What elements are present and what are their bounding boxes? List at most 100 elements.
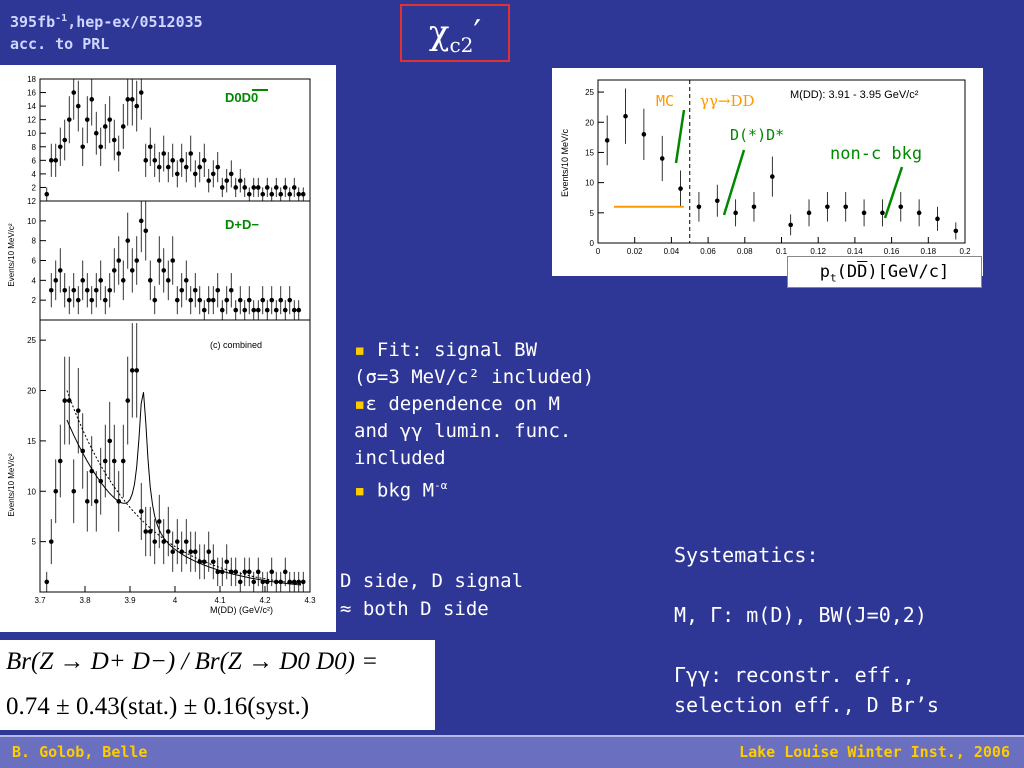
- data-point: [93, 130, 99, 136]
- combined-label: (c) combined: [210, 340, 262, 350]
- data-point: [147, 144, 153, 150]
- y-axis-label: Events/10 MeV/c²: [7, 453, 16, 516]
- data-point: [156, 164, 162, 170]
- data-point: [98, 278, 104, 283]
- data-point: [165, 529, 171, 534]
- data-point: [192, 171, 198, 177]
- data-point: [125, 97, 131, 102]
- data-point: [788, 222, 793, 228]
- data-point: [134, 103, 140, 109]
- data-point: [233, 307, 239, 313]
- data-point: [80, 144, 86, 150]
- data-point: [255, 569, 261, 575]
- data-point: [296, 191, 302, 197]
- data-point: [300, 191, 306, 197]
- data-point: [156, 519, 162, 524]
- data-point: [75, 297, 81, 303]
- data-point: [48, 539, 54, 544]
- data-point: [916, 210, 922, 216]
- data-point: [116, 151, 122, 156]
- data-point: [161, 151, 167, 156]
- data-point: [129, 268, 135, 273]
- x-tick-label: 0.16: [884, 247, 900, 256]
- data-point: [282, 569, 288, 575]
- data-point: [165, 164, 171, 170]
- x-tick-label: 4.1: [214, 596, 226, 605]
- dstar-arrow: [722, 149, 746, 216]
- plot-frame: [39, 78, 311, 202]
- data-point: [287, 297, 293, 303]
- y-tick-label: 5: [32, 538, 37, 547]
- data-point: [143, 228, 149, 234]
- data-point: [143, 158, 149, 163]
- x-tick-label: 0.06: [700, 247, 716, 256]
- data-point: [120, 278, 126, 283]
- data-point: [129, 97, 135, 102]
- footer-conference: Lake Louise Winter Inst., 2006: [739, 743, 1010, 761]
- data-point: [224, 178, 230, 183]
- branching-ratio-formula: Br(Z → D+ D−) / Br(Z → D0 D0) = 0.74 ± 0…: [0, 640, 435, 730]
- data-point: [751, 204, 757, 210]
- d-side-note: D side, D signal ≈ both D side: [340, 570, 524, 620]
- data-point: [242, 307, 248, 313]
- x-tick-label: 0.02: [627, 247, 643, 256]
- data-point: [48, 287, 54, 293]
- data-point: [935, 216, 940, 222]
- data-point: [733, 210, 738, 216]
- mc-arrow: [674, 109, 686, 164]
- data-point: [44, 579, 50, 585]
- data-point: [255, 185, 261, 190]
- y-tick-label: 18: [27, 75, 36, 84]
- data-point: [102, 297, 108, 303]
- data-point: [228, 287, 234, 293]
- data-point: [260, 297, 266, 303]
- data-point: [107, 438, 113, 444]
- data-point: [161, 268, 167, 273]
- data-point: [120, 458, 126, 464]
- pt-plot-title: M(DD): 3.91 - 3.95 GeV/c²: [790, 89, 919, 101]
- data-point: [152, 539, 158, 544]
- background-curve: [66, 390, 302, 585]
- data-point: [48, 158, 54, 163]
- data-point: [296, 579, 302, 585]
- data-point: [201, 158, 207, 163]
- middle-panel-label: D+D−: [225, 217, 259, 232]
- y-tick-label: 4: [32, 276, 37, 285]
- data-point: [71, 90, 77, 95]
- y-tick-label: 0: [590, 239, 595, 248]
- y-tick-label: 15: [585, 148, 594, 157]
- data-point: [156, 258, 162, 263]
- x-tick-label: 0.2: [959, 247, 971, 256]
- data-point: [210, 297, 216, 303]
- x-axis-label: M(DD) (GeV/c²): [210, 605, 273, 615]
- x-tick-label: 0.12: [810, 247, 826, 256]
- y-tick-label: 6: [32, 257, 37, 266]
- y-tick-label: 25: [585, 88, 594, 97]
- data-point: [44, 191, 50, 197]
- data-point: [152, 297, 158, 303]
- data-point: [291, 185, 297, 190]
- data-point: [287, 579, 293, 585]
- data-point: [174, 171, 180, 177]
- y-tick-label: 25: [27, 336, 36, 345]
- data-point: [287, 191, 293, 197]
- x-tick-label: 0: [596, 247, 601, 256]
- data-point: [170, 549, 176, 555]
- data-point: [183, 278, 189, 283]
- fit-notes: ▪ Fit: signal BW (σ=3 MeV/c² included) ▪…: [354, 339, 595, 502]
- x-tick-label: 0.04: [664, 247, 680, 256]
- data-point: [53, 488, 59, 494]
- x-tick-label: 3.9: [124, 596, 136, 605]
- y-tick-label: 14: [27, 102, 36, 111]
- data-point: [696, 204, 702, 210]
- data-point: [269, 191, 275, 197]
- data-point: [861, 210, 867, 216]
- pt-axis-label: pt(DD)[GeV/c]: [787, 256, 982, 288]
- data-point: [242, 569, 248, 575]
- data-point: [228, 171, 234, 177]
- y-tick-label: 8: [32, 143, 37, 152]
- bullet-icon: ▪: [354, 339, 377, 361]
- data-point: [264, 185, 270, 190]
- data-point: [183, 164, 189, 170]
- data-point: [210, 559, 216, 565]
